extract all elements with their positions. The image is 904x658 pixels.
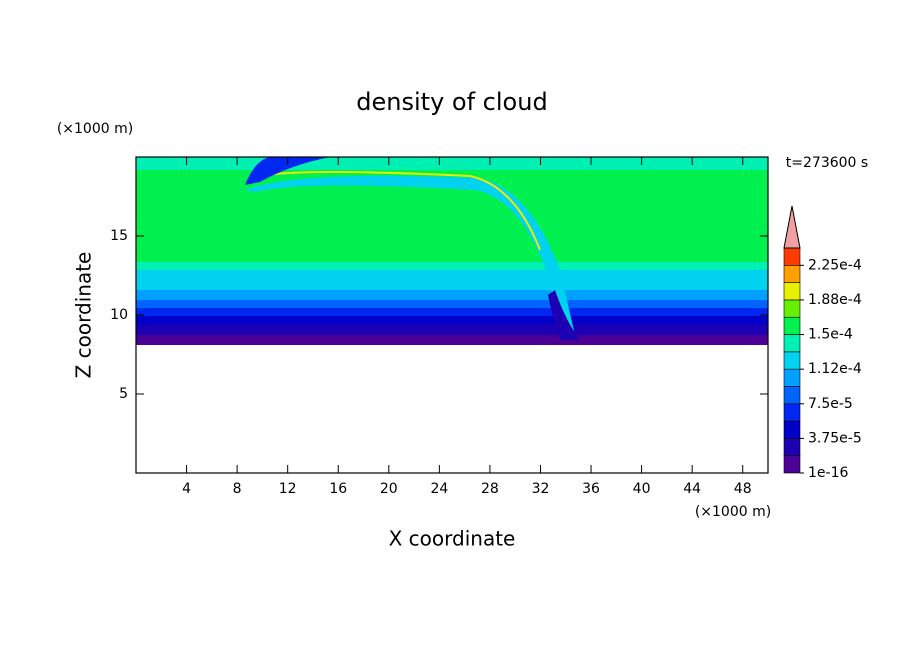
contour-fill	[136, 300, 768, 308]
colorbar-label: 2.25e-4	[808, 257, 862, 273]
colorbar-box	[783, 265, 801, 283]
contour-fill	[136, 325, 768, 335]
contour-fill	[136, 308, 768, 316]
colorbar-box	[783, 316, 801, 335]
colorbar-box	[783, 368, 801, 387]
x-tick-label: 8	[233, 481, 242, 497]
colorbar-label: 3.75e-5	[808, 430, 862, 446]
colorbar-box	[783, 299, 801, 318]
colorbar-box	[783, 438, 801, 456]
contour-field	[136, 157, 768, 345]
colorbar-label: 1.88e-4	[808, 292, 862, 308]
colorbar-box	[783, 420, 801, 439]
x-tick-label: 32	[532, 481, 550, 497]
colorbar-box	[783, 351, 801, 370]
x-axis-label: X coordinate	[389, 527, 516, 551]
colorbar-box	[783, 247, 801, 266]
y-unit: (×1000 m)	[57, 121, 133, 137]
x-tick-label: 20	[380, 481, 398, 497]
y-tick-label: 10	[110, 307, 128, 323]
contour-fill	[136, 335, 768, 345]
contour-fill	[136, 316, 768, 325]
contour-fill	[136, 262, 768, 270]
x-tick-label: 48	[734, 481, 752, 497]
colorbar-extend	[783, 205, 801, 249]
contour-fill	[136, 157, 768, 170]
chart-title: density of cloud	[356, 88, 547, 116]
contour-plume	[261, 171, 541, 251]
x-tick-label: 16	[329, 481, 347, 497]
colorbar-label: 1e-16	[808, 465, 848, 481]
colorbar-label: 7.5e-5	[808, 396, 853, 412]
colorbar-box	[783, 334, 801, 353]
contour-fill	[136, 290, 768, 300]
contour-plume	[245, 157, 330, 185]
x-tick-label: 44	[683, 481, 701, 497]
x-tick-label: 12	[279, 481, 297, 497]
time-annotation: t=273600 s	[786, 155, 868, 171]
colorbar-label: 1.5e-4	[808, 327, 853, 343]
y-axis-label: Z coordinate	[72, 252, 96, 379]
x-tick-label: 24	[430, 481, 448, 497]
x-tick-label: 4	[182, 481, 191, 497]
contour-fill	[136, 270, 768, 290]
x-tick-label: 36	[582, 481, 600, 497]
colorbar-box	[783, 403, 801, 422]
colorbar-label: 1.12e-4	[808, 361, 862, 377]
contour-plume	[548, 290, 580, 340]
y-tick-label: 5	[119, 386, 128, 402]
colorbar-box	[783, 386, 801, 405]
y-tick-label: 15	[110, 228, 128, 244]
x-unit: (×1000 m)	[695, 504, 771, 520]
colorbar-box	[783, 455, 801, 474]
x-tick-label: 40	[633, 481, 651, 497]
x-tick-label: 28	[481, 481, 499, 497]
colorbar-box	[783, 282, 801, 301]
